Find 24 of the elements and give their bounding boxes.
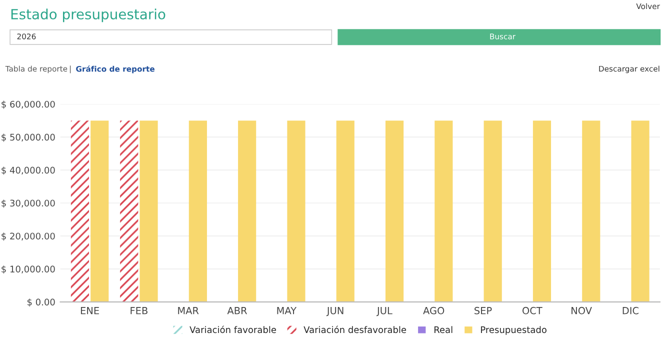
- legend-label: Variación favorable: [190, 326, 276, 334]
- x-tick-label: AGO: [423, 306, 444, 314]
- x-tick-label: MAY: [277, 307, 297, 314]
- y-tick-label: $ 10,000.00: [2, 265, 55, 274]
- y-tick-label: $ 30,000.00: [2, 200, 55, 208]
- x-tick-label: NOV: [572, 306, 592, 314]
- x-tick-label: ENE: [80, 307, 99, 314]
- y-tick-label: $ 40,000.00: [2, 166, 55, 175]
- y-tick-label: $ 50,000.00: [2, 134, 55, 142]
- x-tick-label: SEP: [474, 306, 492, 314]
- x-tick-label: FEB: [130, 307, 148, 314]
- y-tick-label: $ 60,000.00: [2, 100, 55, 109]
- x-tick-label: JUN: [326, 307, 344, 316]
- legend-label: Variación desfavorable: [304, 326, 406, 334]
- chart-title: Estado presupuestario: [11, 8, 166, 22]
- x-tick-label: JUL: [376, 307, 392, 316]
- y-tick-label: $ 0.00: [27, 298, 55, 307]
- x-tick-label: MAR: [178, 307, 199, 314]
- x-tick-label: OCT: [522, 306, 542, 314]
- legend-label: Presupuestado: [481, 326, 546, 335]
- x-tick-label: DIC: [622, 306, 639, 314]
- legend-label: Real: [434, 326, 452, 334]
- y-tick-label: $ 20,000.00: [2, 232, 55, 241]
- x-tick-label: ABR: [227, 307, 248, 314]
